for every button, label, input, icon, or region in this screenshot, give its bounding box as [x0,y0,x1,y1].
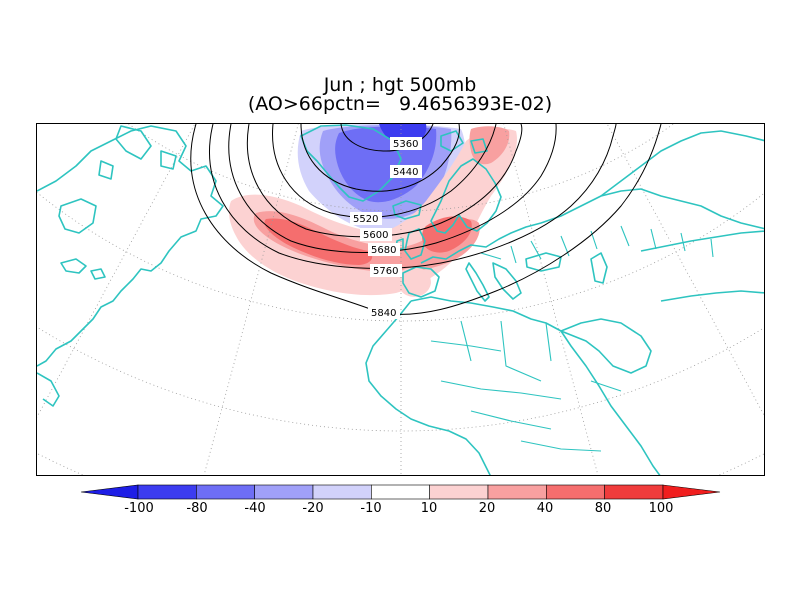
colorbar-label: 10 [421,501,438,516]
coastline-iberia [402,266,440,298]
colorbar-label: -80 [186,501,207,516]
contour-label: 5840 [371,308,396,319]
positive-anomaly-strong [264,218,373,265]
positive-anomaly-mid [253,211,480,273]
contour-line [190,124,662,315]
colorbar-box [487,484,547,500]
contour-line [340,124,434,152]
contour-labels: 5360 5440 5520 5600 5680 5760 5840 [350,137,422,319]
contour-label: 5360 [393,139,418,150]
meridian [503,124,599,475]
colorbar-right-arrow [662,484,721,500]
country-borders [430,225,714,452]
colorbar-boxes [80,484,721,500]
contour-label-bg [370,264,402,277]
coastline-balkans [492,262,522,300]
map-panel: 5360 5440 5520 5600 5680 5760 5840 [36,123,765,476]
height-contours [190,124,662,315]
colorbar-left-arrow [80,484,139,500]
contour-line [209,124,617,269]
contour-line [246,124,523,238]
colorbar-box [546,484,605,500]
contour-label: 5760 [373,266,398,277]
colorbar-label: -40 [244,501,265,516]
colorbar-labels: -100 -80 -40 -20 -10 10 20 40 80 100 [124,501,673,516]
contour-label: 5440 [393,167,418,178]
colorbar-label: 40 [537,501,554,516]
coastline-asia [600,130,764,302]
coastline-svalbard [440,130,488,154]
chart-subtitle: (AO>66pctn= 9.4656393E-02) [247,93,553,115]
colorbar-box [312,484,372,500]
meridian [203,124,299,475]
colorbar-box [254,484,314,500]
map-canvas: 5360 5440 5520 5600 5680 5760 5840 [37,124,764,475]
colorbar-label: 100 [649,501,674,516]
contour-label-bg [368,306,400,319]
coastline-black-sea [525,252,562,272]
colorbar-box [604,484,664,500]
contour-label-bg [390,165,422,178]
graticule [37,124,764,475]
colorbar-box [196,484,255,500]
contour-line [300,124,460,192]
contour-line [272,124,497,218]
colorbar-box [137,484,197,500]
contour-label: 5520 [353,214,378,225]
coastline-arabia [560,318,652,374]
colorbar-box [429,484,489,500]
colorbar-label: -100 [124,501,154,516]
colorbar-label: -20 [302,501,323,516]
colorbar-label: 80 [595,501,612,516]
coastline-north-america [37,125,224,367]
coastline-great-lakes [60,258,106,280]
contour-label-bg [368,243,400,256]
contour-line [228,124,557,253]
positive-anomaly-arctic [469,126,510,165]
coastline-scandinavia [430,158,502,234]
coastline-hudson-bay [58,198,97,234]
coastline-caspian [590,252,608,284]
colorbar-label: -10 [360,501,381,516]
contour-label: 5680 [371,245,396,256]
contour-label: 5600 [363,230,388,241]
coastline-italy [465,262,490,302]
chart-title: Jun ; hgt 500mb [323,74,477,96]
colorbar-box [371,484,430,500]
contour-label-bg [360,228,392,241]
contour-label-bg [390,137,422,150]
coastline-florida [37,372,60,407]
coastline-canadian-islands [98,125,177,180]
coastline-europe [420,188,764,264]
contour-label-bg [350,212,382,225]
colorbar-label: 20 [479,501,496,516]
